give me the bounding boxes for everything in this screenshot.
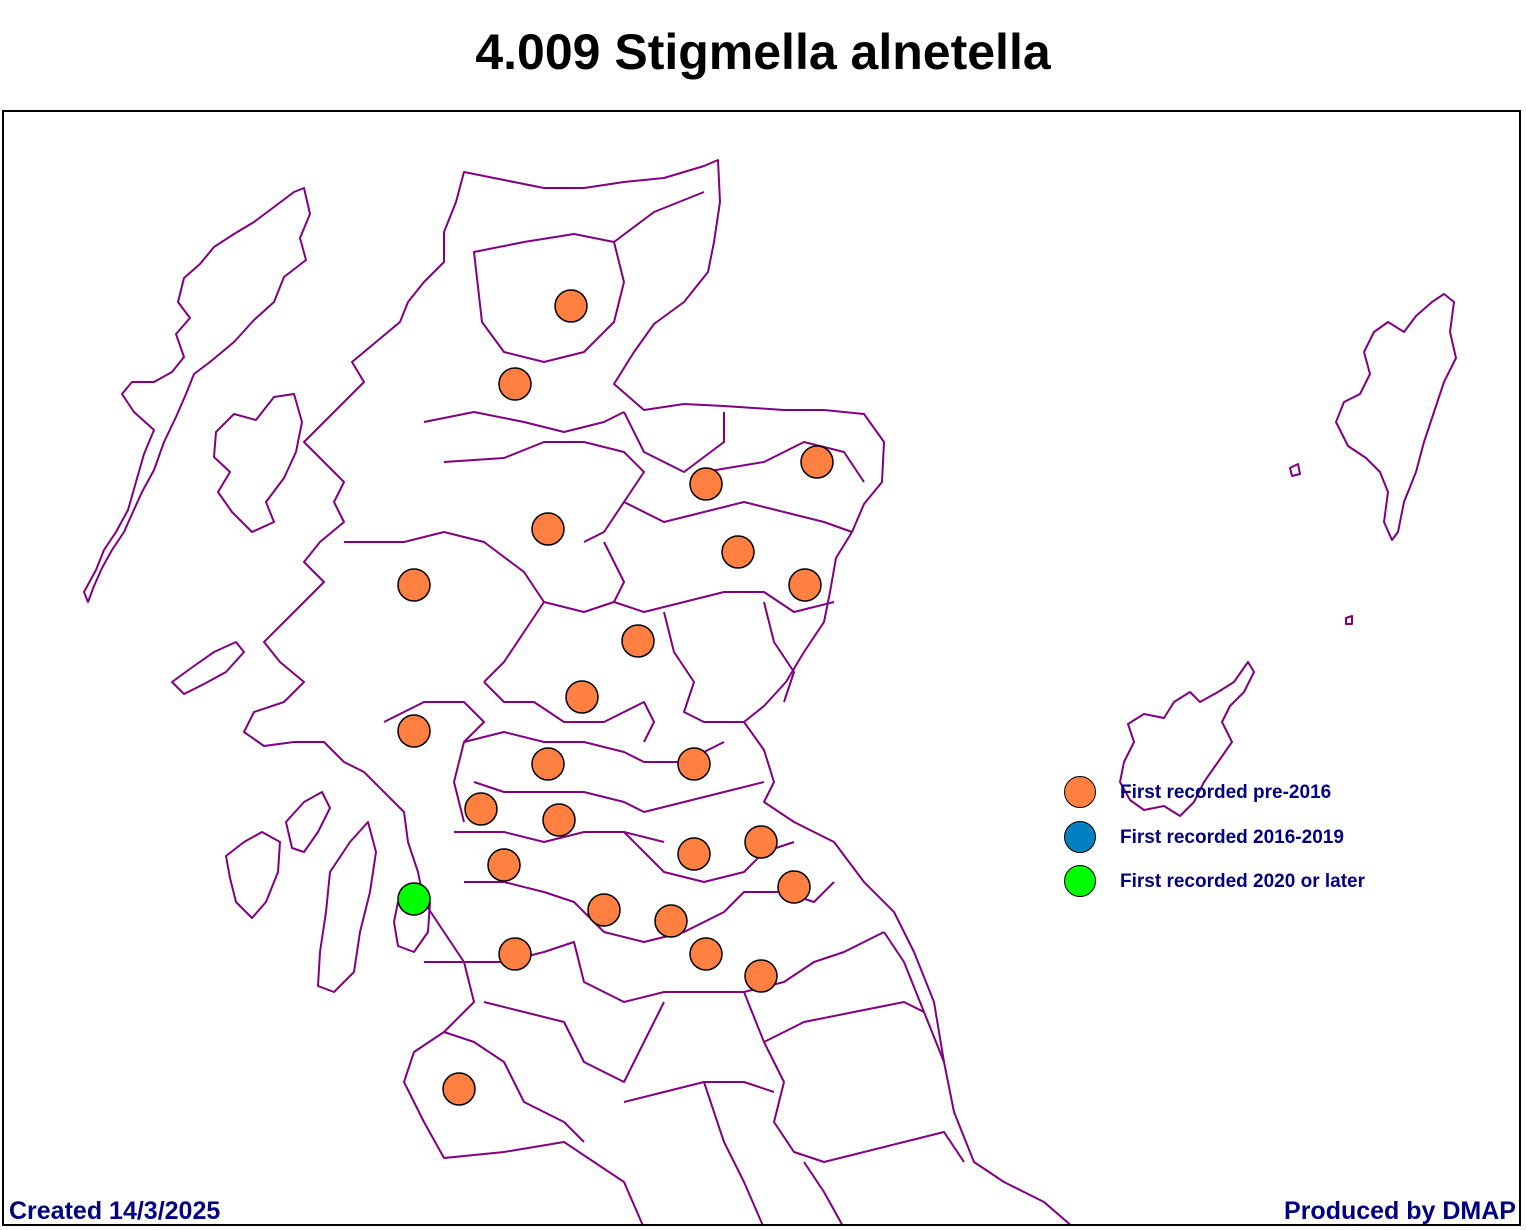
record-dot-pre-2016: [677, 837, 711, 871]
shetland-outline: [1335, 293, 1457, 541]
record-dot-pre-2016: [464, 792, 498, 826]
record-dot-pre-2016: [565, 680, 599, 714]
record-dot-pre-2016: [442, 1072, 476, 1106]
created-date: Created 14/3/2025: [9, 1197, 221, 1225]
county-boundary: [883, 931, 945, 1063]
legend-label-2020-later: First recorded 2020 or later: [1120, 871, 1365, 892]
county-boundary: [473, 233, 625, 363]
mull-outline: [171, 641, 245, 695]
record-dot-pre-2016: [498, 937, 532, 971]
record-dot-pre-2016: [777, 870, 811, 904]
legend-item-2016-2019: First recorded 2016-2019: [1064, 821, 1424, 857]
county-boundary: [383, 701, 485, 823]
county-boundary: [483, 681, 655, 743]
record-dots: [397, 289, 834, 1106]
record-dot-pre-2016: [744, 825, 778, 859]
outer-hebrides-outline: [83, 187, 311, 603]
record-dot-pre-2016: [397, 568, 431, 602]
record-dot-pre-2016: [689, 937, 723, 971]
skye-outline: [213, 393, 303, 533]
county-boundary: [463, 731, 725, 763]
county-boundary: [703, 441, 865, 483]
produced-by: Produced by DMAP: [1284, 1197, 1516, 1225]
record-dot-pre-2016: [721, 535, 755, 569]
legend-swatch-2016-2019: [1064, 821, 1096, 853]
legend-label-2016-2019: First recorded 2016-2019: [1120, 827, 1344, 848]
record-dot-pre-2016: [397, 714, 431, 748]
mainland-outline: [243, 159, 1071, 1224]
record-dot-pre-2016: [587, 893, 621, 927]
county-boundary: [663, 611, 744, 723]
record-dot-pre-2016: [498, 367, 532, 401]
record-dot-pre-2016: [487, 848, 521, 882]
legend-label-pre-2016: First recorded pre-2016: [1120, 782, 1332, 803]
county-boundary: [763, 1001, 925, 1043]
county-boundary: [483, 1001, 665, 1083]
vice-county-boundaries: [83, 159, 1457, 1224]
map-title: 4.009 Stigmella alnetella: [475, 24, 1051, 80]
jura-outline: [285, 791, 331, 853]
county-boundary: [543, 601, 615, 613]
record-dot-pre-2016: [531, 747, 565, 781]
record-dot-pre-2016: [744, 959, 778, 993]
legend-swatch-pre-2016: [1064, 776, 1096, 808]
county-boundary: [424, 931, 885, 1003]
orkney-outline: [1119, 661, 1255, 817]
kintyre-outline: [317, 821, 377, 993]
map-frame: [2, 110, 1521, 1226]
county-boundary: [454, 831, 665, 843]
map-canvas: [83, 159, 1457, 1224]
record-dot-pre-2016: [788, 568, 822, 602]
county-boundary: [443, 441, 645, 543]
fair-isle-outline: [1289, 463, 1301, 477]
county-boundary: [443, 1031, 585, 1143]
legend-item-pre-2016: First recorded pre-2016: [1064, 776, 1424, 812]
islay-outline: [225, 831, 281, 919]
record-dot-pre-2016: [800, 445, 834, 479]
county-boundary: [623, 411, 725, 473]
county-boundary: [623, 501, 853, 533]
county-boundary: [613, 191, 705, 243]
legend-item-2020-later: First recorded 2020 or later: [1064, 865, 1424, 901]
county-boundary: [763, 601, 795, 703]
record-dot-pre-2016: [554, 289, 588, 323]
small-island-outline: [1345, 615, 1353, 625]
legend-swatch-2020-later: [1064, 865, 1096, 897]
record-dot-pre-2016: [621, 624, 655, 658]
record-dot-pre-2016: [542, 803, 576, 837]
county-boundary: [603, 541, 835, 613]
record-dot-pre-2016: [689, 467, 723, 501]
county-boundary: [344, 531, 545, 683]
county-boundary: [803, 1161, 843, 1224]
county-boundary: [623, 1081, 775, 1103]
record-dot-2020-later: [397, 882, 431, 916]
record-dot-pre-2016: [531, 512, 565, 546]
record-dot-pre-2016: [654, 904, 688, 938]
county-boundary: [743, 991, 965, 1163]
county-boundary: [423, 411, 625, 433]
county-boundary: [703, 1081, 764, 1224]
county-boundary: [473, 781, 765, 813]
record-dot-pre-2016: [677, 747, 711, 781]
